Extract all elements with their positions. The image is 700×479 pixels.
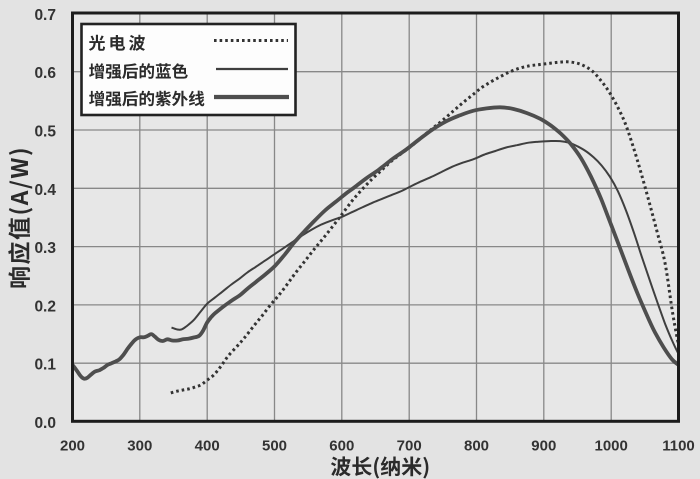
svg-text:1100: 1100 <box>662 437 695 454</box>
svg-text:0.7: 0.7 <box>34 7 56 24</box>
svg-text:0.3: 0.3 <box>34 240 56 257</box>
svg-text:0.6: 0.6 <box>34 65 56 82</box>
svg-text:0.1: 0.1 <box>34 357 56 374</box>
svg-text:600: 600 <box>329 437 354 454</box>
svg-text:500: 500 <box>262 437 287 454</box>
svg-text:800: 800 <box>464 437 489 454</box>
svg-text:700: 700 <box>397 437 422 454</box>
svg-text:0.2: 0.2 <box>34 298 56 315</box>
svg-text:0.0: 0.0 <box>34 415 56 432</box>
svg-text:200: 200 <box>60 437 85 454</box>
svg-text:900: 900 <box>531 437 556 454</box>
svg-text:300: 300 <box>127 437 152 454</box>
svg-text:1000: 1000 <box>595 437 628 454</box>
svg-text:0.4: 0.4 <box>34 182 56 199</box>
svg-text:0.5: 0.5 <box>34 124 56 141</box>
svg-text:400: 400 <box>195 437 220 454</box>
